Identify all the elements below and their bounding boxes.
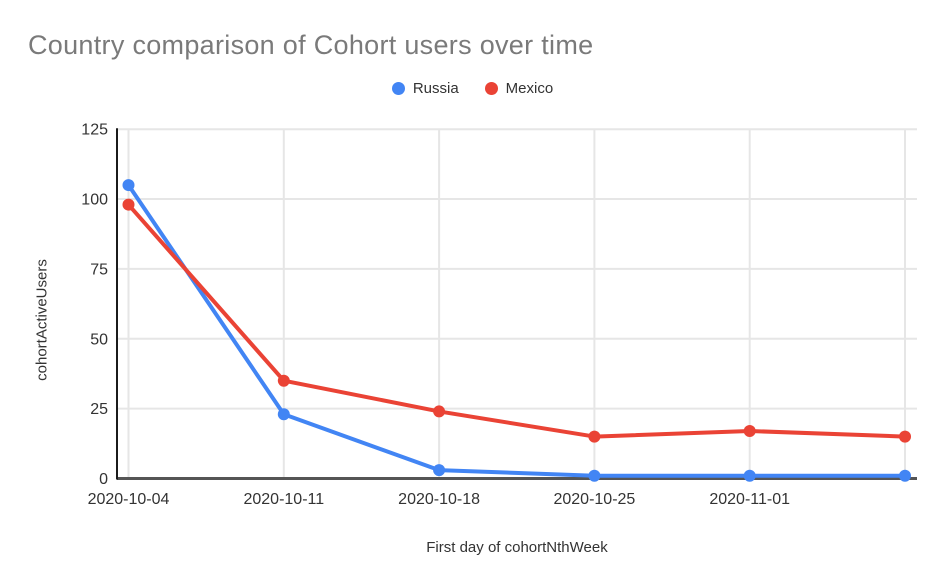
data-point-russia <box>743 469 756 482</box>
y-tick-label: 50 <box>90 331 108 348</box>
legend-item-russia: Russia <box>391 79 459 97</box>
y-tick-label: 25 <box>90 401 108 418</box>
legend-label: Mexico <box>505 79 554 97</box>
data-point-russia <box>899 469 911 482</box>
data-point-russia <box>433 464 446 477</box>
data-point-mexico <box>899 430 911 443</box>
data-point-russia <box>277 408 290 421</box>
y-tick-label: 75 <box>90 261 108 278</box>
y-tick-label: 0 <box>99 471 108 488</box>
data-point-russia <box>122 179 135 192</box>
y-tick-label: 100 <box>81 192 108 209</box>
legend-dot-russia <box>391 81 405 95</box>
legend-item-mexico: Mexico <box>484 79 554 97</box>
x-axis-title: First day of cohortNthWeek <box>426 539 608 556</box>
data-point-mexico <box>122 198 135 211</box>
data-point-mexico <box>277 374 290 387</box>
series-line-russia <box>126 183 907 478</box>
data-point-mexico <box>743 424 756 437</box>
x-tick-label: 2020-10-04 <box>88 491 170 508</box>
data-point-mexico <box>588 430 601 443</box>
chart-legend: Russia Mexico <box>0 78 945 98</box>
legend-dot-mexico <box>484 81 498 95</box>
legend-label: Russia <box>412 79 459 97</box>
series-line-mexico <box>126 202 907 439</box>
data-point-russia <box>588 469 601 482</box>
x-tick-label: 2020-11-01 <box>709 491 790 508</box>
y-tick-label: 125 <box>81 122 108 139</box>
x-tick-label: 2020-10-25 <box>553 491 635 508</box>
x-tick-label: 2020-10-18 <box>398 491 480 508</box>
chart-title: Country comparison of Cohort users over … <box>28 30 594 60</box>
data-point-mexico <box>433 405 446 418</box>
y-axis-title: cohortActiveUsers <box>33 259 51 381</box>
x-tick-label: 2020-10-11 <box>243 491 324 508</box>
